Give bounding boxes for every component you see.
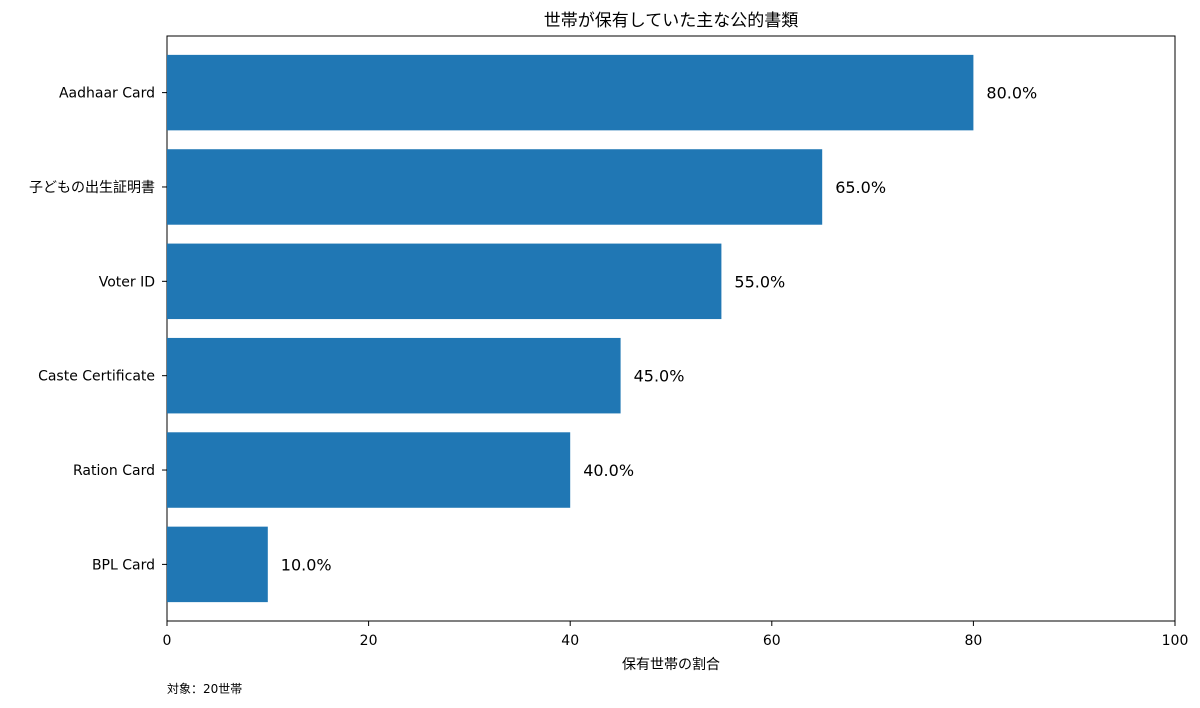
value-label: 65.0% <box>835 178 886 197</box>
bar <box>167 432 571 508</box>
value-label: 10.0% <box>281 555 332 574</box>
category-label: Caste Certificate <box>38 369 155 385</box>
x-tick-label: 0 <box>163 633 172 649</box>
category-label: BPL Card <box>92 557 155 573</box>
x-tick-label: 20 <box>360 633 378 649</box>
x-tick-label: 40 <box>561 633 579 649</box>
x-axis: 0 20 40 60 80 100 <box>163 621 1189 649</box>
footnote: 対象：20世帯 <box>167 682 242 696</box>
bar <box>167 54 974 131</box>
x-tick-label: 100 <box>1162 633 1189 649</box>
value-labels-group: 80.0% 65.0% 55.0% 45.0% 40.0% 10.0% <box>281 84 1037 575</box>
x-tick-label: 80 <box>964 633 982 649</box>
category-label: 子どもの出生証明書 <box>29 180 155 196</box>
plot-frame <box>166 35 1176 622</box>
bar <box>167 526 268 603</box>
bars-group <box>167 54 974 603</box>
bar <box>167 337 621 414</box>
x-axis-label: 保有世帯の割合 <box>622 656 720 673</box>
value-label: 40.0% <box>583 461 634 480</box>
bar <box>167 243 722 320</box>
value-label: 45.0% <box>634 367 685 386</box>
y-axis: Aadhaar Card 子どもの出生証明書 Voter ID Caste Certi… <box>29 86 167 573</box>
value-label: 55.0% <box>734 272 785 291</box>
chart-title: 世帯が保有していた主な公的書類 <box>544 11 799 31</box>
value-label: 80.0% <box>986 84 1037 103</box>
x-tick-label: 60 <box>763 633 781 649</box>
category-label: Aadhaar Card <box>59 86 155 102</box>
category-label: Voter ID <box>99 274 155 290</box>
category-label: Ration Card <box>73 463 155 479</box>
bar <box>167 149 823 225</box>
